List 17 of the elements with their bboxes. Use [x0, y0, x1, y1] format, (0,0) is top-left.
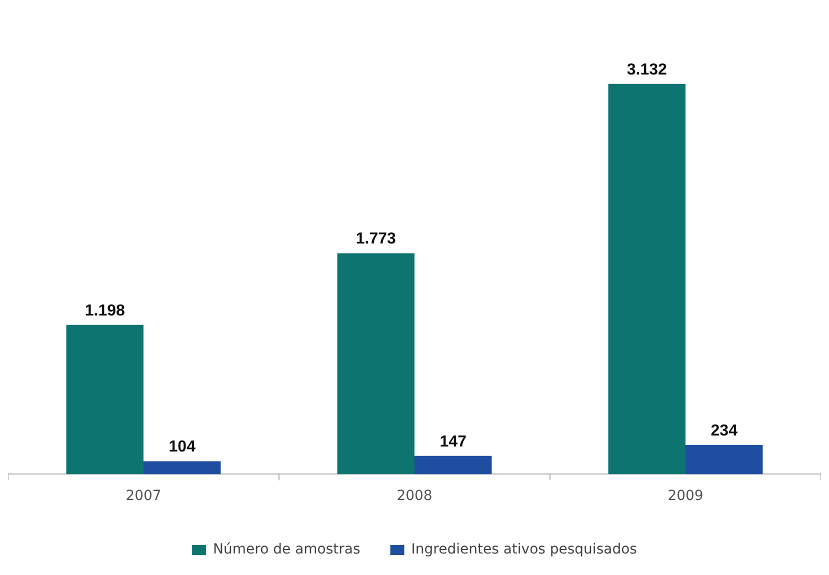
bar: [608, 84, 686, 474]
bar: [144, 461, 221, 474]
data-label: 147: [440, 433, 467, 450]
data-label: 3.132: [626, 61, 667, 78]
data-label: 104: [168, 438, 196, 456]
x-tick-label: 2008: [396, 488, 432, 504]
x-tick-label: 2007: [126, 488, 162, 504]
x-tick-label: 2009: [668, 488, 704, 504]
bar: [686, 445, 763, 474]
data-label: 1.198: [84, 302, 125, 320]
bar: [66, 324, 144, 474]
data-label: 1.773: [356, 230, 396, 248]
legend-label: Ingredientes ativos pesquisados: [411, 542, 637, 558]
data-label: 234: [710, 422, 738, 440]
bar: [337, 253, 414, 474]
bar: [414, 456, 492, 474]
legend-label: Número de amostras: [213, 542, 360, 558]
